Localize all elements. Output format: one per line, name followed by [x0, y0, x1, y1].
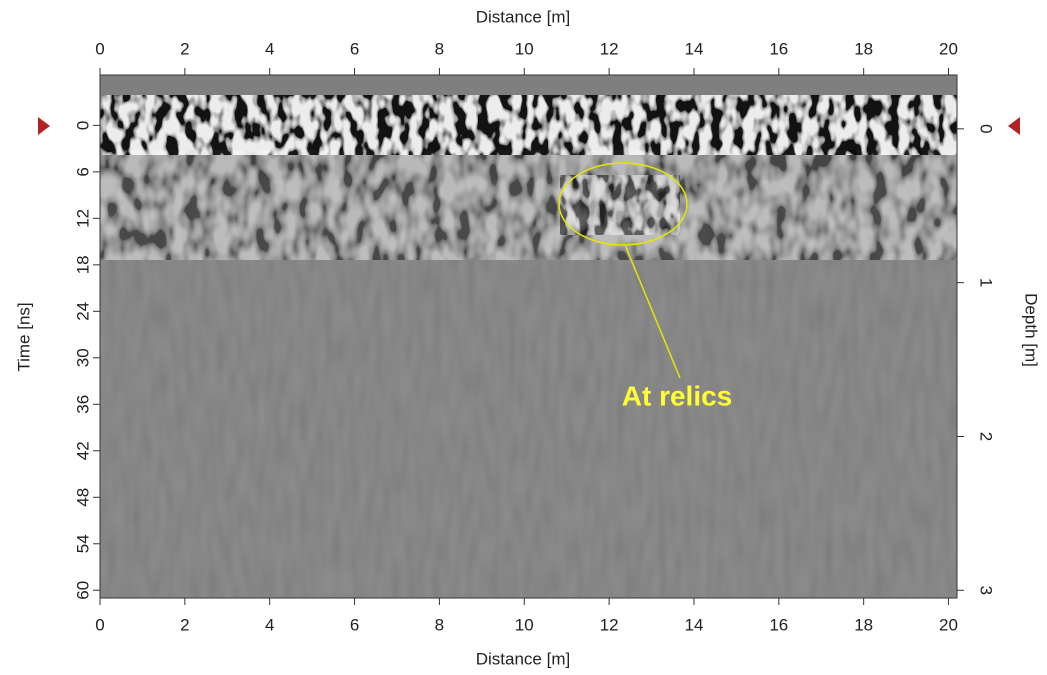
y-tick-label: 0	[73, 121, 92, 130]
y2-tick-label: 0	[977, 124, 996, 133]
x-tick-label: 0	[95, 615, 104, 634]
x-tick-label: 16	[769, 615, 788, 634]
x-tick-label-top: 16	[769, 39, 788, 58]
x-tick-label: 2	[180, 615, 189, 634]
x-tick-label-top: 6	[350, 39, 359, 58]
y-tick-label: 12	[73, 209, 92, 228]
marker-right	[1008, 117, 1020, 135]
x-tick-label: 6	[350, 615, 359, 634]
x-tick-label-top: 4	[265, 39, 274, 58]
y-tick-label: 54	[73, 534, 92, 553]
x-tick-label: 8	[435, 615, 444, 634]
annotation-ellipse	[558, 162, 688, 246]
radargram-image	[100, 75, 957, 598]
y-tick-label: 30	[73, 348, 92, 367]
plot-frame	[99, 74, 958, 599]
x-tick-label-top: 10	[515, 39, 534, 58]
x-tick-label: 10	[515, 615, 534, 634]
x-tick-label-top: 2	[180, 39, 189, 58]
y-axis-title: Time [ns]	[14, 302, 33, 371]
x-axis-title-top: Distance [m]	[476, 7, 570, 26]
x-tick-label-top: 12	[600, 39, 619, 58]
annotation-leader	[624, 244, 681, 379]
y-tick-label: 42	[73, 441, 92, 460]
y-tick-label: 48	[73, 488, 92, 507]
y2-tick-label: 3	[977, 586, 996, 595]
x-tick-label: 18	[854, 615, 873, 634]
x-tick-label-top: 20	[939, 39, 958, 58]
y-tick-label: 36	[73, 395, 92, 414]
x-tick-label-top: 14	[684, 39, 703, 58]
y-tick-label: 24	[73, 302, 92, 321]
y2-axis-title: Depth [m]	[1022, 293, 1041, 367]
marker-left	[38, 117, 50, 135]
y2-tick-label: 2	[977, 432, 996, 441]
y-tick-label: 60	[73, 581, 92, 600]
y-tick-label: 18	[73, 255, 92, 274]
x-tick-label: 12	[600, 615, 619, 634]
y-tick-label: 6	[73, 167, 92, 176]
x-tick-label-top: 0	[95, 39, 104, 58]
annotation: At relics	[622, 380, 733, 411]
x-tick-label-top: 8	[435, 39, 444, 58]
y2-tick-label: 1	[977, 278, 996, 287]
x-tick-label: 20	[939, 615, 958, 634]
x-tick-label: 14	[684, 615, 703, 634]
x-tick-label-top: 18	[854, 39, 873, 58]
x-tick-label: 4	[265, 615, 274, 634]
x-axis-title: Distance [m]	[476, 649, 570, 668]
